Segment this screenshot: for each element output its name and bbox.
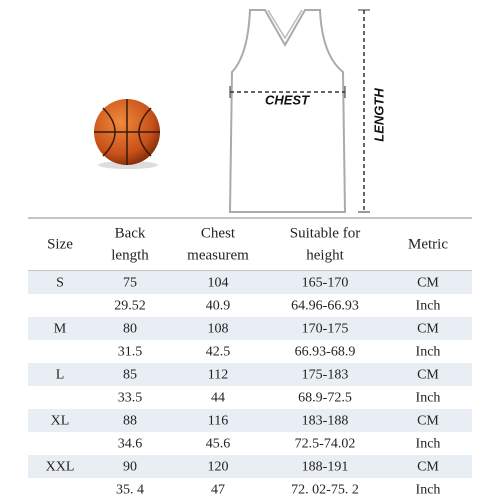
table-cell: 34.6: [118, 437, 143, 452]
header-cell: measurem: [187, 247, 249, 263]
table-cell: XL: [51, 414, 70, 429]
row-shade: [28, 455, 472, 478]
table-cell: 45.6: [206, 437, 231, 452]
table-cell: 183-188: [302, 414, 349, 429]
header-cell: Back: [115, 225, 146, 241]
row-shade: [28, 363, 472, 386]
table-cell: CM: [417, 414, 439, 429]
table-cell: Inch: [416, 299, 441, 314]
table-cell: 88: [123, 414, 137, 429]
table-cell: 40.9: [206, 299, 231, 314]
table-cell: 112: [208, 368, 228, 383]
table-cell: Inch: [416, 391, 441, 406]
table-cell: 188-191: [302, 460, 349, 475]
table-cell: S: [56, 276, 64, 291]
table-cell: 66.93-68.9: [295, 345, 356, 360]
table-cell: Inch: [416, 345, 441, 360]
header-cell: Chest: [201, 225, 236, 241]
table-cell: 68.9-72.5: [298, 391, 352, 406]
table-cell: L: [56, 368, 65, 383]
table-cell: 33.5: [118, 391, 143, 406]
table-cell: 170-175: [302, 322, 349, 337]
table-cell: 108: [208, 322, 229, 337]
table-cell: CM: [417, 368, 439, 383]
header-cell: length: [111, 247, 149, 263]
chest-label: CHEST: [265, 92, 310, 107]
table-cell: Inch: [416, 483, 441, 498]
table-cell: 42.5: [206, 345, 231, 360]
header-cell: Suitable for: [290, 225, 360, 241]
row-shade: [28, 317, 472, 340]
table-cell: 104: [208, 276, 229, 291]
basketball: [94, 99, 160, 169]
table-cell: CM: [417, 276, 439, 291]
table-cell: 35. 4: [116, 483, 144, 498]
jersey: CHEST LENGTH: [228, 9, 386, 213]
table-cell: 44: [211, 391, 225, 406]
table-cell: 72.5-74.02: [295, 437, 356, 452]
table-cell: CM: [417, 460, 439, 475]
row-shade: [28, 271, 472, 294]
table-cell: 85: [123, 368, 137, 383]
row-shade: [28, 409, 472, 432]
table-cell: 116: [208, 414, 228, 429]
table-cell: Inch: [416, 437, 441, 452]
table-cell: 47: [211, 483, 225, 498]
table-cell: CM: [417, 322, 439, 337]
table-cell: 72. 02-75. 2: [291, 483, 359, 498]
table-cell: 120: [208, 460, 229, 475]
table-cell: M: [54, 322, 67, 337]
table-cell: 175-183: [302, 368, 349, 383]
table-cell: 31.5: [118, 345, 143, 360]
table-cell: XXL: [46, 460, 75, 475]
table-cell: 90: [123, 460, 137, 475]
header-cell: Metric: [408, 236, 448, 252]
header-cell: height: [306, 247, 344, 263]
table-cell: 80: [123, 322, 137, 337]
table-cell: 75: [123, 276, 137, 291]
length-label: LENGTH: [371, 88, 386, 142]
header-cell: Size: [47, 236, 73, 252]
table-cell: 64.96-66.93: [291, 299, 359, 314]
table-cell: 165-170: [302, 276, 349, 291]
size-table: Size Back length Chest measurem Suitable for h…: [28, 217, 472, 498]
table-cell: 29.52: [114, 299, 146, 314]
